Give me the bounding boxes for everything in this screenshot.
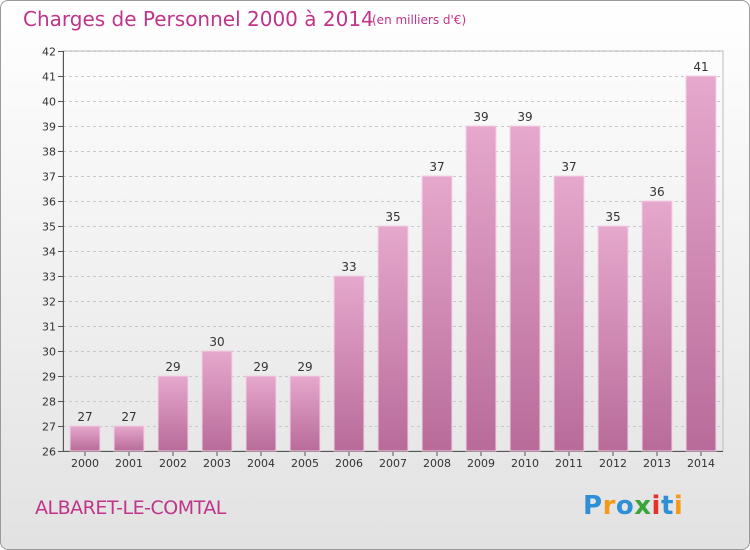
value-label-2002: 29 bbox=[165, 360, 180, 374]
commune-name: ALBARET-LE-COMTAL bbox=[35, 497, 226, 519]
x-tick-label-2002: 2002 bbox=[159, 457, 187, 470]
y-tick-label: 42 bbox=[42, 46, 56, 59]
labels: 26 27 28 29 30 31 32 33 34 35 36 37 38 39 40 41 42 27 2000… bbox=[42, 46, 715, 471]
bar-2011[interactable] bbox=[553, 175, 585, 452]
bar-2009[interactable] bbox=[465, 125, 497, 452]
bar-2010[interactable] bbox=[509, 125, 541, 452]
logo-letter: o bbox=[615, 491, 635, 521]
logo-letter: r bbox=[602, 491, 616, 521]
y-tick-label: 38 bbox=[42, 146, 56, 159]
value-label-2004: 29 bbox=[253, 360, 268, 374]
x-tick-label-2014: 2014 bbox=[687, 457, 715, 470]
x-tick-label-2007: 2007 bbox=[379, 457, 407, 470]
value-label-2006: 33 bbox=[341, 260, 356, 274]
logo-letter: x bbox=[634, 491, 652, 521]
x-tick-label-2011: 2011 bbox=[555, 457, 583, 470]
y-tick-label: 30 bbox=[42, 346, 56, 359]
value-label-2007: 35 bbox=[385, 210, 400, 224]
value-label-2003: 30 bbox=[209, 335, 224, 349]
x-tick-label-2010: 2010 bbox=[511, 457, 539, 470]
bar-2000[interactable] bbox=[69, 425, 101, 452]
bar-2008[interactable] bbox=[421, 175, 453, 452]
y-tick-label: 32 bbox=[42, 296, 56, 309]
y-tick-label: 39 bbox=[42, 121, 56, 134]
value-label-2013: 36 bbox=[649, 185, 664, 199]
y-tick-label: 33 bbox=[42, 271, 56, 284]
y-tick-label: 31 bbox=[42, 321, 56, 334]
x-tick-label-2005: 2005 bbox=[291, 457, 319, 470]
bars bbox=[69, 75, 717, 452]
value-label-2011: 37 bbox=[561, 160, 576, 174]
value-label-2012: 35 bbox=[605, 210, 620, 224]
y-tick-label: 27 bbox=[42, 421, 56, 434]
x-tick-label-2003: 2003 bbox=[203, 457, 231, 470]
value-label-2005: 29 bbox=[297, 360, 312, 374]
bar-2001[interactable] bbox=[113, 425, 145, 452]
value-label-2009: 39 bbox=[473, 110, 488, 124]
value-label-2014: 41 bbox=[693, 60, 708, 74]
x-tick-label-2008: 2008 bbox=[423, 457, 451, 470]
x-tick-label-2013: 2013 bbox=[643, 457, 671, 470]
logo-letter: i bbox=[651, 491, 661, 521]
logo-letter: i bbox=[673, 491, 684, 521]
y-tick-label: 28 bbox=[42, 396, 56, 409]
chart-subtitle: (en milliers d'€) bbox=[372, 13, 467, 27]
bar-2003[interactable] bbox=[201, 350, 233, 452]
bar-2012[interactable] bbox=[597, 225, 629, 452]
bar-2005[interactable] bbox=[289, 375, 321, 452]
value-label-2001: 27 bbox=[121, 410, 136, 424]
bar-2004[interactable] bbox=[245, 375, 277, 452]
logo-letter: P bbox=[583, 491, 603, 521]
y-tick-label: 40 bbox=[42, 96, 56, 109]
chart-title: Charges de Personnel 2000 à 2014 bbox=[23, 7, 374, 31]
y-tick-label: 29 bbox=[42, 371, 56, 384]
x-tick-label-2012: 2012 bbox=[599, 457, 627, 470]
proxiti-logo[interactable]: Proxiti bbox=[583, 491, 683, 521]
y-tick-label: 35 bbox=[42, 221, 56, 234]
y-tick-label: 26 bbox=[42, 446, 56, 459]
logo-letter: t bbox=[660, 491, 674, 521]
bar-2002[interactable] bbox=[157, 375, 189, 452]
x-tick-label-2004: 2004 bbox=[247, 457, 275, 470]
x-tick-label-2000: 2000 bbox=[71, 457, 99, 470]
y-tick-label: 41 bbox=[42, 71, 56, 84]
x-tick-label-2009: 2009 bbox=[467, 457, 495, 470]
value-label-2008: 37 bbox=[429, 160, 444, 174]
value-label-2000: 27 bbox=[77, 410, 92, 424]
bar-2013[interactable] bbox=[641, 200, 673, 452]
x-tick-label-2006: 2006 bbox=[335, 457, 363, 470]
bar-2014[interactable] bbox=[685, 75, 717, 452]
value-label-2010: 39 bbox=[517, 110, 532, 124]
y-tick-label: 34 bbox=[42, 246, 56, 259]
y-tick-label: 37 bbox=[42, 171, 56, 184]
bar-2006[interactable] bbox=[333, 275, 365, 452]
y-tick-label: 36 bbox=[42, 196, 56, 209]
bar-2007[interactable] bbox=[377, 225, 409, 452]
x-tick-label-2001: 2001 bbox=[115, 457, 143, 470]
